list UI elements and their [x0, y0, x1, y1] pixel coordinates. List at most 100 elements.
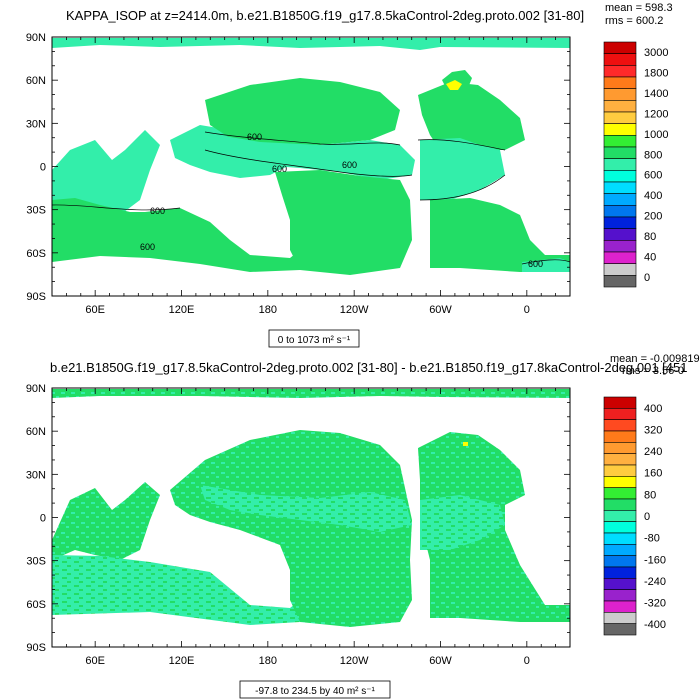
x-tick-label: 180 — [259, 304, 277, 316]
panel-top: KAPPA_ISOP at z=2414.0m, b.e21.B1850G.f1… — [26, 2, 673, 348]
colorbar-label: 1400 — [644, 88, 668, 100]
colorbar-box — [603, 146, 637, 159]
colorbar-box — [603, 578, 637, 590]
panel2-x-axis: 60E 120E 180 120W 60W 0 — [65, 388, 557, 667]
colorbar-box — [603, 251, 637, 264]
colorbar-box — [603, 123, 637, 136]
panel2-title: b.e21.B1850G.f19_g17.8.5kaControl-2deg.p… — [50, 360, 687, 375]
colorbar-box — [603, 275, 637, 288]
y-tick-label: 90S — [26, 291, 46, 303]
colorbar-box — [603, 396, 637, 409]
panel1-ocean-satlantic — [430, 198, 570, 272]
colorbar-label: -80 — [644, 533, 660, 545]
panel1-contour-line — [52, 204, 181, 211]
colorbar-label: -160 — [644, 554, 666, 566]
panel1-range-note: 0 to 1073 m² s⁻¹ — [278, 335, 351, 346]
x-tick-label: 120W — [340, 304, 369, 316]
colorbar-box — [603, 111, 637, 124]
y-tick-label: 90N — [26, 383, 46, 395]
y-tick-label: 60N — [26, 426, 46, 438]
y-tick-label: 0 — [40, 513, 46, 525]
panel1-yellow-patch — [446, 80, 462, 90]
x-tick-label: 60E — [85, 655, 105, 667]
panel1-contour-line — [204, 131, 401, 146]
panel2-mean: mean = -0.009819 — [610, 353, 700, 365]
colorbar-box — [603, 442, 637, 454]
colorbar-box — [603, 487, 637, 500]
colorbar-label: 1000 — [644, 129, 668, 141]
colorbar-label: 200 — [644, 211, 662, 223]
colorbar-label: 80 — [644, 489, 656, 501]
colorbar-label: -400 — [644, 619, 666, 631]
colorbar-box — [603, 135, 637, 148]
x-tick-label: 60E — [85, 304, 105, 316]
panel1-contour-label: 600 — [528, 259, 543, 269]
panel1-y-axis: 90N 60N 30N 0 30S 60S 90S — [26, 32, 570, 303]
colorbar-box — [603, 100, 637, 113]
colorbar-box — [603, 65, 637, 78]
panel2-ocean-southern-west — [52, 555, 300, 625]
panel1-ocean-southern-west — [52, 198, 300, 272]
panel1-ocean-indian-shelf — [52, 130, 160, 215]
colorbar-box — [603, 544, 637, 556]
colorbar-box — [603, 464, 637, 477]
panel2-ocean-indian — [52, 482, 160, 560]
colorbar-label: 800 — [644, 149, 662, 161]
panel2-y-axis: 90N 60N 30N 0 30S 60S 90S — [26, 383, 570, 654]
colorbar-box — [603, 170, 637, 183]
colorbar-box — [603, 53, 637, 66]
panel1-contour-label: 600 — [140, 242, 155, 252]
panel1-map: 600 600 600 600 600 600 — [52, 37, 570, 296]
panel2-rms: rms = 3.56-0 — [622, 365, 684, 377]
panel2-map — [52, 388, 570, 647]
panel1-title: KAPPA_ISOP at z=2414.0m, b.e21.B1850G.f1… — [66, 8, 584, 23]
panel1-rms: rms = 600.2 — [605, 15, 663, 27]
colorbar-box — [603, 476, 637, 488]
colorbar-label: 400 — [644, 403, 662, 415]
y-tick-label: 60S — [26, 599, 46, 611]
y-tick-label: 30S — [26, 556, 46, 568]
panel1-range-box — [268, 329, 360, 348]
x-tick-label: 120E — [169, 304, 195, 316]
panel1-mean: mean = 598.3 — [605, 2, 673, 14]
panel2-range-box — [239, 680, 391, 699]
panel1-ocean-tropatlantic — [420, 138, 505, 200]
colorbar-box — [603, 263, 637, 276]
panel1-contour-line — [417, 139, 506, 151]
colorbar-box — [603, 498, 637, 511]
x-tick-label: 60W — [429, 655, 452, 667]
colorbar-box — [603, 430, 637, 443]
colorbar-box — [603, 408, 637, 420]
panel1-contour-line — [204, 149, 413, 177]
x-tick-label: 0 — [524, 304, 530, 316]
panel1-contour-label: 600 — [150, 206, 165, 216]
panel1-contour-label: 600 — [247, 132, 262, 142]
panel2-colorbar: 400 320 240 160 80 0 -80 -160 -240 -320 -400 — [603, 396, 666, 636]
y-tick-label: 30N — [26, 469, 46, 481]
colorbar-box — [603, 240, 637, 253]
colorbar-box — [603, 205, 637, 218]
panel1-contour-label: 600 — [272, 164, 287, 174]
panel1-ocean-natlantic — [418, 82, 525, 150]
panel1-contour-label: 600 — [342, 160, 357, 170]
colorbar-box — [603, 193, 637, 206]
colorbar-box — [603, 41, 637, 54]
colorbar-label: -320 — [644, 598, 666, 610]
colorbar-box — [603, 453, 637, 466]
panel2-ocean-eqpacific — [200, 485, 412, 532]
colorbar-box — [603, 623, 637, 636]
colorbar-label: 40 — [644, 251, 656, 263]
colorbar-box — [603, 566, 637, 579]
y-tick-label: 60N — [26, 75, 46, 87]
panel1-ocean-equator — [200, 132, 415, 180]
y-tick-label: 30S — [26, 205, 46, 217]
colorbar-label: 240 — [644, 446, 662, 458]
colorbar-box — [603, 158, 637, 171]
colorbar-box — [603, 228, 637, 241]
colorbar-label: 320 — [644, 424, 662, 436]
colorbar-box — [603, 181, 637, 194]
colorbar-box — [603, 589, 637, 602]
colorbar-box — [603, 510, 637, 522]
panel1-contour-line — [521, 259, 570, 265]
